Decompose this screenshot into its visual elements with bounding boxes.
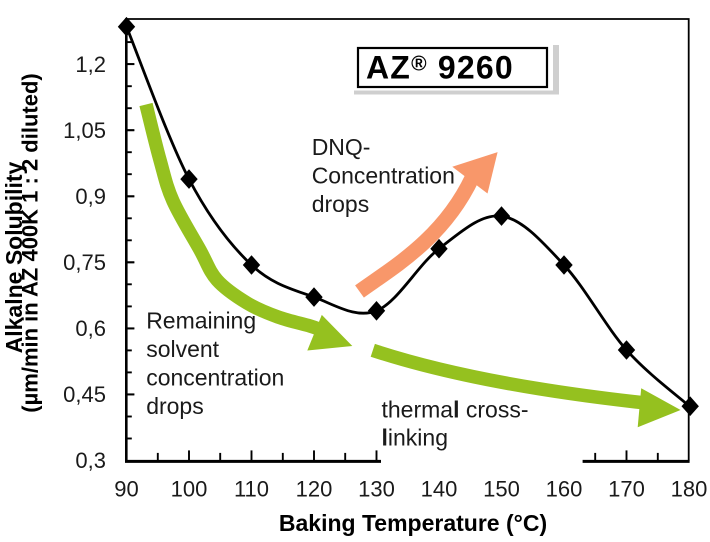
svg-text:170: 170	[608, 477, 645, 502]
svg-text:DNQ-: DNQ-	[312, 134, 371, 160]
svg-text:Alkalne Solubility: Alkalne Solubility	[1, 161, 27, 353]
svg-text:drops: drops	[146, 393, 204, 419]
svg-text:concentration: concentration	[146, 365, 284, 391]
svg-text:130: 130	[358, 477, 395, 502]
svg-text:160: 160	[546, 477, 583, 502]
svg-text:Remaining: Remaining	[146, 308, 256, 334]
svg-text:0,45: 0,45	[63, 382, 106, 407]
svg-text:140: 140	[421, 477, 458, 502]
svg-text:thermal cross-: thermal cross-	[382, 396, 529, 422]
svg-text:100: 100	[171, 477, 208, 502]
svg-text:180: 180	[671, 477, 708, 502]
svg-text:0,3: 0,3	[75, 448, 106, 473]
svg-text:linking: linking	[382, 425, 449, 451]
svg-text:solvent: solvent	[146, 336, 219, 362]
svg-text:AZ® 9260: AZ® 9260	[366, 50, 514, 86]
svg-text:Concentration: Concentration	[312, 163, 455, 189]
svg-text:120: 120	[296, 477, 333, 502]
svg-text:0,9: 0,9	[75, 184, 106, 209]
svg-text:1,05: 1,05	[63, 118, 106, 143]
svg-text:90: 90	[114, 477, 138, 502]
svg-text:0,75: 0,75	[63, 250, 106, 275]
svg-text:0,6: 0,6	[75, 316, 106, 341]
svg-text:drops: drops	[312, 191, 370, 217]
svg-text:150: 150	[483, 477, 520, 502]
svg-text:110: 110	[234, 477, 269, 502]
svg-text:1,2: 1,2	[75, 52, 106, 77]
svg-text:(µm/min in AZ 400K 1 : 2 dilut: (µm/min in AZ 400K 1 : 2 diluted)	[17, 73, 42, 412]
svg-text:Baking Temperature (°C): Baking Temperature (°C)	[279, 510, 547, 536]
